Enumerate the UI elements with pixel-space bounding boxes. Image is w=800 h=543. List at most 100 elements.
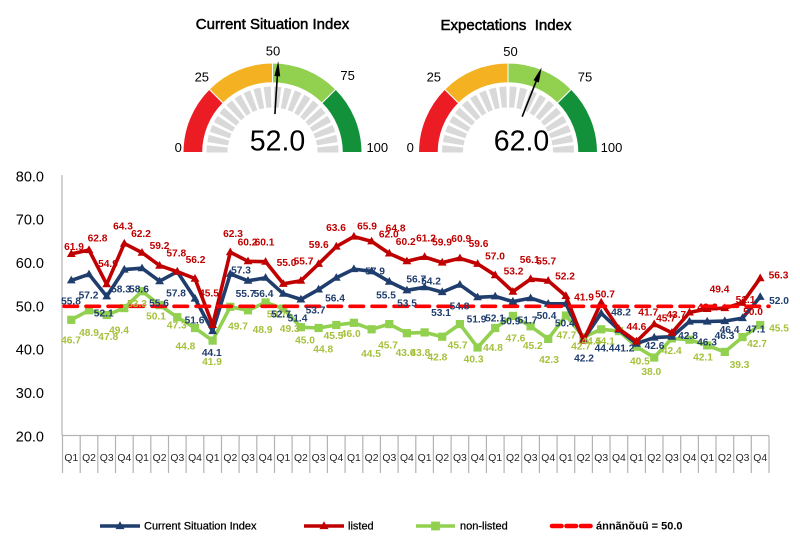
svg-text:53.5: 53.5 xyxy=(397,299,417,310)
svg-text:50.4: 50.4 xyxy=(537,311,557,322)
svg-text:55.8: 55.8 xyxy=(61,297,81,308)
svg-text:56.2: 56.2 xyxy=(186,255,206,266)
svg-text:64.8: 64.8 xyxy=(386,224,406,235)
svg-text:62.2: 62.2 xyxy=(131,229,151,240)
svg-text:55.5: 55.5 xyxy=(376,291,396,302)
svg-text:62.3: 62.3 xyxy=(223,229,243,240)
svg-text:55.7: 55.7 xyxy=(294,257,314,268)
svg-text:47.1: 47.1 xyxy=(746,325,766,336)
svg-text:Q1: Q1 xyxy=(418,453,432,464)
svg-text:64.3: 64.3 xyxy=(113,222,133,233)
svg-text:25: 25 xyxy=(195,70,209,85)
svg-text:44.8: 44.8 xyxy=(313,345,333,356)
svg-text:62.0: 62.0 xyxy=(494,126,549,158)
svg-text:40.3: 40.3 xyxy=(464,355,484,366)
svg-text:48.9: 48.9 xyxy=(253,325,273,336)
svg-text:Q2: Q2 xyxy=(82,453,96,464)
svg-text:53.2: 53.2 xyxy=(504,266,524,277)
svg-text:44.1: 44.1 xyxy=(202,348,222,359)
svg-text:60.9: 60.9 xyxy=(451,234,471,245)
svg-text:51.9: 51.9 xyxy=(467,315,487,326)
svg-text:52.7: 52.7 xyxy=(271,310,291,321)
svg-text:ánnãnõuũ = 50.0: ánnãnõuũ = 50.0 xyxy=(596,521,683,533)
svg-text:44.4: 44.4 xyxy=(595,344,615,355)
svg-text:41.9: 41.9 xyxy=(574,293,594,304)
svg-text:Q1: Q1 xyxy=(276,453,290,464)
svg-text:41.7: 41.7 xyxy=(638,307,658,318)
svg-text:58.3: 58.3 xyxy=(111,285,131,296)
svg-text:46.0: 46.0 xyxy=(341,329,361,340)
svg-text:0: 0 xyxy=(407,140,414,155)
svg-text:52.0: 52.0 xyxy=(769,296,789,307)
svg-text:40.0: 40.0 xyxy=(16,343,44,359)
svg-text:75: 75 xyxy=(340,68,354,83)
svg-text:50.9: 50.9 xyxy=(501,317,521,328)
svg-text:46.3: 46.3 xyxy=(715,331,735,342)
svg-text:Q3: Q3 xyxy=(594,453,608,464)
svg-text:57.8: 57.8 xyxy=(166,289,186,300)
svg-text:56.4: 56.4 xyxy=(325,294,345,305)
svg-text:Q4: Q4 xyxy=(471,453,485,464)
svg-text:51.1: 51.1 xyxy=(736,295,756,306)
svg-text:65.9: 65.9 xyxy=(357,222,377,233)
svg-text:47.6: 47.6 xyxy=(505,333,525,344)
svg-text:Q4: Q4 xyxy=(400,453,414,464)
svg-text:Q4: Q4 xyxy=(188,453,202,464)
svg-text:47.3: 47.3 xyxy=(167,321,187,332)
svg-text:Expectations Index: Expectations Index xyxy=(441,17,572,34)
svg-text:43.8: 43.8 xyxy=(410,348,430,359)
svg-text:57.3: 57.3 xyxy=(231,266,251,277)
svg-text:57.2: 57.2 xyxy=(79,290,99,301)
svg-text:Q4: Q4 xyxy=(329,453,343,464)
svg-text:50: 50 xyxy=(503,44,517,59)
svg-text:45.0: 45.0 xyxy=(295,336,315,347)
svg-text:43.7: 43.7 xyxy=(666,310,686,321)
svg-text:42.1: 42.1 xyxy=(693,353,713,364)
svg-text:60.1: 60.1 xyxy=(255,238,275,249)
svg-text:47.7: 47.7 xyxy=(556,331,576,342)
svg-text:44.6: 44.6 xyxy=(626,322,646,333)
svg-text:Q2: Q2 xyxy=(223,453,237,464)
svg-text:Q2: Q2 xyxy=(506,453,520,464)
svg-text:Q4: Q4 xyxy=(259,453,273,464)
svg-text:Q1: Q1 xyxy=(347,453,361,464)
svg-text:42.8: 42.8 xyxy=(678,331,698,342)
svg-text:Q3: Q3 xyxy=(382,453,396,464)
svg-text:50.4: 50.4 xyxy=(555,319,575,330)
svg-text:45.7: 45.7 xyxy=(378,341,398,352)
svg-text:48.2: 48.2 xyxy=(611,307,631,318)
svg-text:Q1: Q1 xyxy=(206,453,220,464)
svg-text:50: 50 xyxy=(266,43,280,58)
svg-text:59.6: 59.6 xyxy=(309,240,329,251)
svg-text:59.2: 59.2 xyxy=(150,241,170,252)
svg-text:Q3: Q3 xyxy=(524,453,538,464)
svg-text:53.1: 53.1 xyxy=(431,308,451,319)
svg-text:56.7: 56.7 xyxy=(406,275,426,286)
svg-text:46.7: 46.7 xyxy=(61,336,81,347)
svg-text:42.6: 42.6 xyxy=(645,341,665,352)
svg-text:57.0: 57.0 xyxy=(485,251,505,262)
svg-text:100: 100 xyxy=(366,140,388,155)
svg-text:63.6: 63.6 xyxy=(326,223,346,234)
svg-text:39.3: 39.3 xyxy=(730,360,750,371)
svg-text:49.4: 49.4 xyxy=(710,285,730,296)
svg-text:Q3: Q3 xyxy=(736,453,750,464)
svg-text:45.7: 45.7 xyxy=(448,341,468,352)
svg-text:Q3: Q3 xyxy=(100,453,114,464)
svg-text:38.0: 38.0 xyxy=(641,367,661,378)
svg-text:45.2: 45.2 xyxy=(523,341,543,352)
svg-text:Q1: Q1 xyxy=(700,453,714,464)
svg-text:57.8: 57.8 xyxy=(166,249,186,260)
svg-text:54.2: 54.2 xyxy=(421,277,441,288)
svg-text:80.0: 80.0 xyxy=(16,169,44,185)
svg-text:54.9: 54.9 xyxy=(98,259,118,270)
svg-text:Q3: Q3 xyxy=(453,453,467,464)
svg-text:60.2: 60.2 xyxy=(396,237,416,248)
svg-text:60.0: 60.0 xyxy=(16,256,44,272)
svg-text:41.9: 41.9 xyxy=(202,357,222,368)
svg-text:51.7: 51.7 xyxy=(518,315,538,326)
svg-text:61.9: 61.9 xyxy=(64,242,84,253)
svg-text:Current Situation Index: Current Situation Index xyxy=(144,521,257,533)
svg-text:100: 100 xyxy=(601,140,623,155)
svg-text:56.1: 56.1 xyxy=(520,255,540,266)
